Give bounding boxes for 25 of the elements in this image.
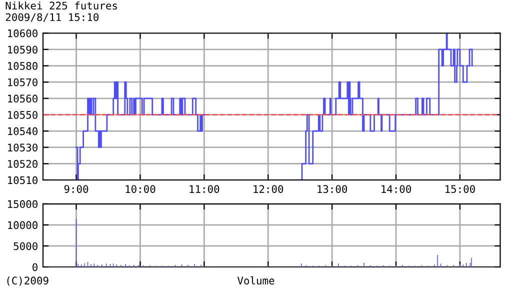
x-tick-label: 14:00 xyxy=(382,185,411,193)
y-tick-label: 10570 xyxy=(8,78,38,86)
y-tick-label: 10580 xyxy=(8,62,38,70)
x-tick-label: 10:00 xyxy=(126,185,156,193)
x-tick-label: 15:00 xyxy=(446,185,475,193)
x-tick-label: 12:00 xyxy=(254,185,284,193)
x-tick-label: 13:00 xyxy=(318,185,348,193)
y-tick-label: 10590 xyxy=(8,46,38,54)
chart-subtitle: 2009/8/11 15:10 xyxy=(6,13,99,22)
y-tick-label: 0 xyxy=(32,263,38,272)
y-tick-label: 10000 xyxy=(8,221,38,230)
y-tick-label: 10510 xyxy=(8,176,38,184)
y-tick-label: 15000 xyxy=(8,200,38,208)
x-tick-label: 9:00 xyxy=(64,185,88,193)
y-tick-label: 10540 xyxy=(8,127,38,136)
y-tick-label: 5000 xyxy=(14,242,38,250)
y-tick-label: 10520 xyxy=(8,160,38,168)
y-tick-label: 10560 xyxy=(8,94,38,103)
x-tick-label: 11:00 xyxy=(190,185,220,193)
y-tick-label: 10600 xyxy=(8,29,38,38)
y-tick-label: 10550 xyxy=(8,110,38,119)
text: Volume xyxy=(237,276,274,285)
text: (C)2009 xyxy=(7,276,48,286)
y-tick-label: 10530 xyxy=(8,144,38,152)
chart-title: Nikkei 225 futures xyxy=(6,1,117,10)
